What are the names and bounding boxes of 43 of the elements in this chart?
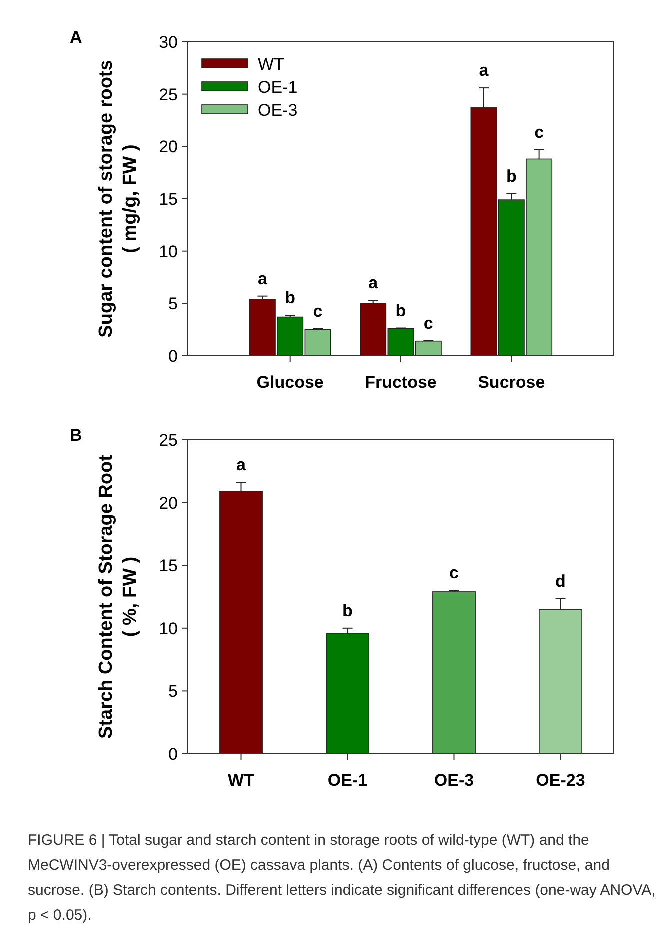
annotation: a bbox=[479, 61, 490, 80]
x-tick-label: Fructose bbox=[365, 373, 437, 392]
y-tick-label: 30 bbox=[159, 33, 178, 52]
x-tick-label: Glucose bbox=[256, 373, 324, 392]
x-tick-label: OE-1 bbox=[328, 771, 368, 790]
legend-label: OE-1 bbox=[258, 78, 298, 97]
y-tick-label: 20 bbox=[159, 138, 178, 157]
annotation: a bbox=[258, 269, 268, 288]
y-tick-label: 0 bbox=[168, 347, 178, 366]
annotation: b bbox=[396, 301, 406, 320]
bar bbox=[326, 633, 370, 754]
y-tick-label: 25 bbox=[159, 85, 178, 104]
x-tick-label: OE-3 bbox=[434, 771, 474, 790]
annotation: c bbox=[313, 302, 323, 321]
y-axis-title: Sugar content of storage roots ( mg/g, FW ) bbox=[96, 60, 141, 338]
y-tick-label: 15 bbox=[159, 190, 178, 209]
x-tick-label: WT bbox=[228, 771, 256, 790]
bar bbox=[432, 592, 476, 754]
legend-label: WT bbox=[258, 55, 284, 74]
legend-label: OE-3 bbox=[258, 101, 298, 120]
chart-title: A bbox=[70, 28, 82, 47]
y-tick-label: 20 bbox=[159, 494, 178, 513]
y-tick-label: 5 bbox=[168, 682, 178, 702]
x-tick-label: OE-23 bbox=[536, 771, 586, 790]
annotation: a bbox=[368, 274, 379, 293]
annotation: c bbox=[534, 122, 544, 142]
y-tick-label: 0 bbox=[168, 745, 178, 764]
annotation: a bbox=[236, 456, 247, 475]
x-tick-label: Sucrose bbox=[478, 373, 546, 392]
annotation: d bbox=[556, 572, 566, 591]
y-axis-title: Starch Content of Storage Root ( %, FW ) bbox=[96, 454, 141, 739]
y-tick-label: 10 bbox=[159, 242, 178, 262]
chart-title: B bbox=[70, 426, 82, 445]
annotation: b bbox=[342, 601, 353, 620]
caption: FIGURE 6 | Total sugar and starch content in storage roots of wild-type (WT) and the MeCWINV3-overexpressed (OE) cassava plants. (A) Contents of glucose, fructose, and sucrose. (B) Starch contents. Different letters indicate significant differences (one-way ANOVA, p < 0.05). bbox=[28, 831, 657, 926]
y-tick-label: 15 bbox=[159, 556, 178, 576]
annotation: c bbox=[424, 314, 434, 333]
y-tick-label: 10 bbox=[159, 619, 178, 638]
annotation: b bbox=[506, 166, 517, 186]
annotation: b bbox=[285, 288, 296, 308]
annotation: c bbox=[450, 564, 459, 583]
y-tick-label: 5 bbox=[168, 294, 178, 314]
y-tick-label: 25 bbox=[159, 431, 178, 450]
